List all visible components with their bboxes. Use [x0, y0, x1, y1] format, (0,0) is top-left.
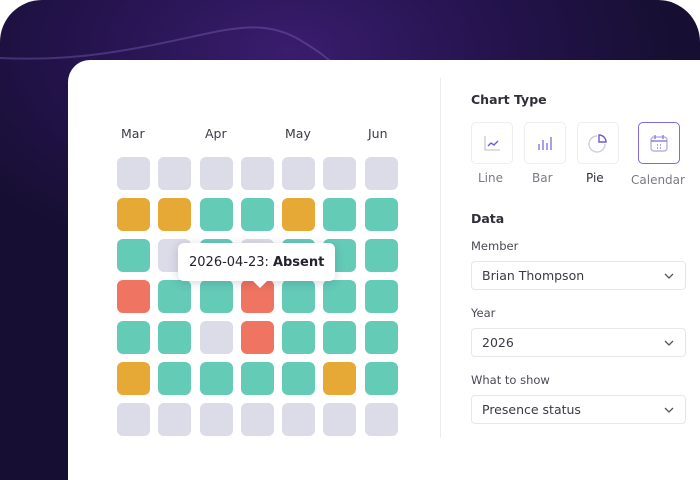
calendar-cell-present[interactable] — [364, 321, 398, 354]
chart-type-pie-button[interactable] — [577, 122, 619, 164]
chart-type-line-button[interactable] — [471, 122, 513, 164]
calendar-cell-no-data[interactable] — [158, 157, 192, 190]
calendar-cell-late[interactable] — [282, 198, 316, 231]
member-select[interactable]: Brian Thompson — [471, 261, 686, 290]
calendar-cell-present[interactable] — [282, 321, 316, 354]
decorative-wave — [0, 26, 341, 71]
chart-type-label: Calendar — [631, 173, 685, 187]
calendar-cell-no-data[interactable] — [364, 157, 398, 190]
chevron-down-icon — [664, 407, 674, 413]
calendar-cell-present[interactable] — [323, 321, 357, 354]
calendar-cell-no-data[interactable] — [158, 403, 192, 436]
calendar-cell-present[interactable] — [199, 362, 233, 395]
calendar-cell-present[interactable] — [240, 362, 274, 395]
pie-chart-icon — [588, 134, 607, 153]
chart-type-label: Line — [478, 171, 504, 185]
calendar-cell-present[interactable] — [240, 198, 274, 231]
calendar-cell-present[interactable] — [364, 198, 398, 231]
calendar-icon — [650, 135, 668, 152]
calendar-cell-present[interactable] — [323, 198, 357, 231]
calendar-cell-no-data[interactable] — [282, 403, 316, 436]
chevron-down-icon — [664, 340, 674, 346]
calendar-cell-present[interactable] — [364, 280, 398, 313]
calendar-cell-late[interactable] — [117, 362, 150, 395]
calendar-cell-present[interactable] — [364, 239, 398, 272]
calendar-cell-late[interactable] — [117, 198, 150, 231]
calendar-cell-no-data[interactable] — [240, 403, 274, 436]
calendar-cell-present[interactable] — [117, 239, 150, 272]
tooltip-status: Absent — [272, 254, 325, 270]
calendar-cell-present[interactable] — [364, 362, 398, 395]
month-label: Jun — [368, 126, 388, 141]
data-heading: Data — [471, 211, 505, 226]
tooltip: 2026-04-23: Absent — [178, 243, 336, 288]
chevron-down-icon — [664, 273, 674, 279]
calendar-cell-no-data[interactable] — [199, 157, 233, 190]
calendar-cell-present[interactable] — [323, 280, 357, 313]
calendar-cell-no-data[interactable] — [282, 157, 316, 190]
year-select[interactable]: 2026 — [471, 328, 686, 357]
calendar-cell-present[interactable] — [199, 280, 233, 313]
chart-type-heading: Chart Type — [471, 92, 547, 107]
tooltip-date: 2026-04-23: — [189, 254, 269, 270]
member-label: Member — [471, 239, 519, 253]
chart-type-bar-button[interactable] — [524, 122, 566, 164]
what-to-show-label: What to show — [471, 373, 550, 387]
calendar-cell-present[interactable] — [158, 362, 192, 395]
calendar-cell-no-data[interactable] — [364, 403, 398, 436]
calendar-cell-no-data[interactable] — [117, 403, 150, 436]
chart-card: Mar Apr May Jun 2026-04-23: Absent Chart… — [68, 60, 700, 480]
calendar-cell-no-data[interactable] — [117, 157, 150, 190]
calendar-cell-present[interactable] — [158, 321, 192, 354]
line-chart-icon — [484, 136, 500, 151]
calendar-grid — [117, 157, 398, 436]
calendar-cell-no-data[interactable] — [323, 157, 357, 190]
calendar-cell-no-data[interactable] — [199, 403, 233, 436]
month-label: Mar — [121, 126, 145, 141]
year-value: 2026 — [482, 335, 514, 350]
calendar-cell-present[interactable] — [282, 280, 316, 313]
what-to-show-select[interactable]: Presence status — [471, 395, 686, 424]
year-label: Year — [471, 306, 496, 320]
member-value: Brian Thompson — [482, 268, 585, 283]
bar-chart-icon — [538, 137, 552, 150]
calendar-cell-present[interactable] — [158, 280, 192, 313]
calendar-cell-no-data[interactable] — [240, 157, 274, 190]
calendar-cell-absent[interactable] — [117, 280, 150, 313]
chart-type-calendar-button[interactable] — [638, 122, 680, 164]
what-to-show-value: Presence status — [482, 402, 581, 417]
calendar-cell-late[interactable] — [323, 362, 357, 395]
calendar-cell-present[interactable] — [199, 198, 233, 231]
month-label: May — [285, 126, 311, 141]
calendar-cell-late[interactable] — [158, 198, 192, 231]
calendar-cell-no-data[interactable] — [199, 321, 233, 354]
calendar-cell-present[interactable] — [117, 321, 150, 354]
month-label: Apr — [205, 126, 227, 141]
chart-type-label: Bar — [532, 171, 553, 185]
calendar-cell-absent[interactable] — [240, 321, 274, 354]
chart-type-label: Pie — [586, 171, 604, 185]
calendar-cell-present[interactable] — [282, 362, 316, 395]
calendar-cell-no-data[interactable] — [323, 403, 357, 436]
divider — [440, 78, 441, 438]
